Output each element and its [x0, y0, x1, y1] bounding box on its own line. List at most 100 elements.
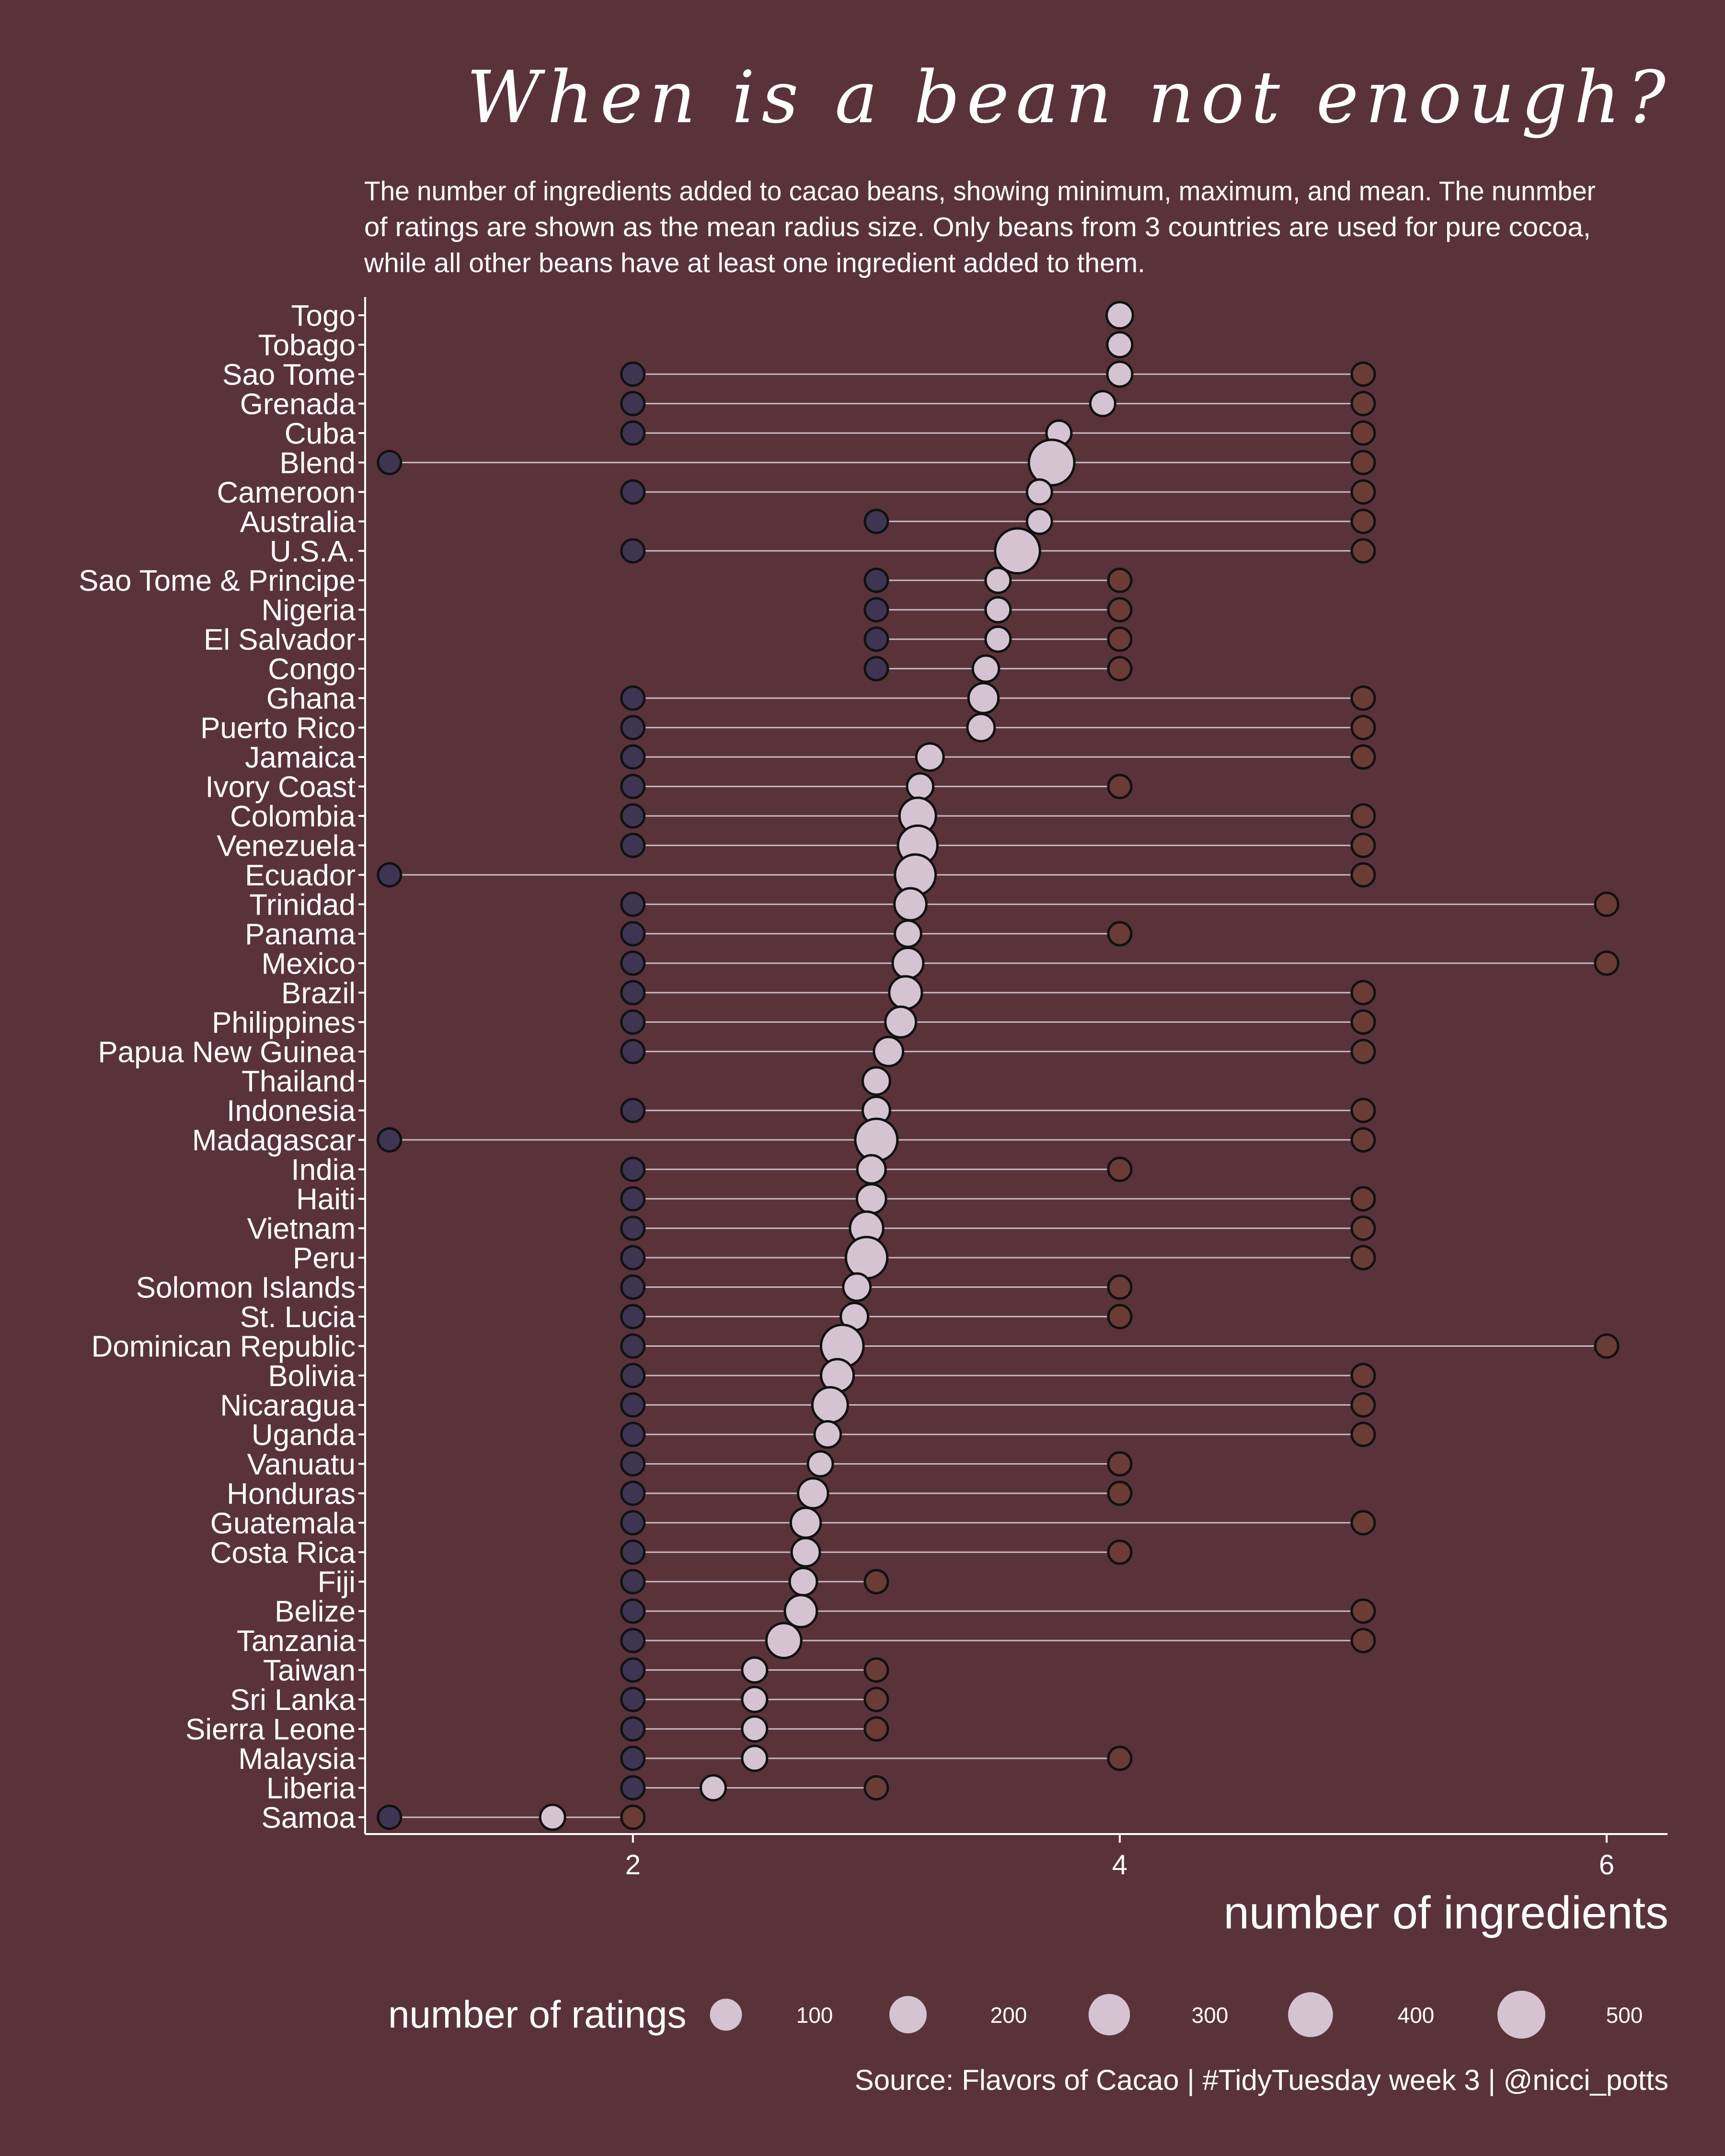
- max-point-blend: [1350, 449, 1376, 475]
- max-point-fiji: [863, 1569, 889, 1594]
- min-point-st-lucia: [620, 1304, 646, 1330]
- min-point-blend: [377, 449, 402, 475]
- country-label-belize: Belize: [275, 1595, 356, 1628]
- mean-point-sao-tome-principe: [984, 566, 1012, 594]
- max-point-sierra-leone: [863, 1716, 889, 1742]
- size-legend-key-500: [1497, 1991, 1545, 2039]
- country-label-taiwan: Taiwan: [263, 1654, 356, 1687]
- min-point-cameroon: [620, 479, 646, 505]
- country-label-papua-new-guinea: Papua New Guinea: [98, 1036, 356, 1069]
- country-label-tanzania: Tanzania: [237, 1625, 356, 1658]
- max-point-venezuela: [1350, 832, 1376, 858]
- max-point-indonesia: [1350, 1098, 1376, 1124]
- min-point-taiwan: [620, 1657, 646, 1683]
- size-legend: number of ratings 100 200 300 400 500: [388, 1991, 1643, 2039]
- max-point-australia: [1350, 508, 1376, 534]
- country-label-vietnam: Vietnam: [247, 1213, 356, 1246]
- mean-point-puerto-rico: [966, 712, 996, 743]
- mean-point-honduras: [797, 1477, 829, 1510]
- min-point-solomon-islands: [620, 1274, 646, 1300]
- max-point-india: [1107, 1157, 1133, 1182]
- country-label-ivory-coast: Ivory Coast: [205, 771, 356, 804]
- max-point-cuba: [1350, 420, 1376, 446]
- mean-point-nigeria: [984, 596, 1012, 624]
- country-label-samoa: Samoa: [262, 1801, 356, 1835]
- subtitle-line-2: of ratings are shown as the mean radius …: [364, 212, 1591, 242]
- mean-point-el-salvador: [984, 625, 1012, 653]
- min-point-fiji: [620, 1569, 646, 1594]
- min-point-ivory-coast: [620, 774, 646, 800]
- mean-point-sri-lanka: [741, 1686, 769, 1713]
- min-point-u-s-a: [620, 538, 646, 564]
- min-point-ghana: [620, 685, 646, 711]
- max-point-uganda: [1350, 1422, 1376, 1447]
- max-point-ecuador: [1350, 862, 1376, 888]
- max-point-malaysia: [1107, 1745, 1133, 1771]
- max-point-panama: [1107, 921, 1133, 947]
- min-point-nigeria: [863, 597, 889, 623]
- country-label-costa-rica: Costa Rica: [210, 1537, 356, 1570]
- max-point-trinidad: [1594, 891, 1620, 917]
- mean-point-peru: [844, 1236, 889, 1280]
- country-label-puerto-rico: Puerto Rico: [200, 712, 356, 745]
- country-label-jamaica: Jamaica: [245, 741, 356, 774]
- min-point-malaysia: [620, 1745, 646, 1771]
- country-label-ecuador: Ecuador: [245, 859, 356, 892]
- mean-point-malaysia: [741, 1744, 769, 1772]
- min-point-panama: [620, 921, 646, 947]
- country-label-guatemala: Guatemala: [210, 1507, 356, 1540]
- country-label-cameroon: Cameroon: [217, 476, 356, 509]
- mean-point-grenada: [1089, 390, 1116, 417]
- min-point-el-salvador: [863, 626, 889, 652]
- min-point-uganda: [620, 1422, 646, 1447]
- country-label-australia: Australia: [240, 505, 356, 539]
- min-point-grenada: [620, 390, 646, 416]
- max-point-sao-tome: [1350, 361, 1376, 387]
- x-axis: 2 4 6: [625, 1834, 1614, 1881]
- mean-point-sao-tome: [1106, 360, 1134, 388]
- x-tick-label-6: 6: [1599, 1849, 1614, 1881]
- max-point-nigeria: [1107, 597, 1133, 623]
- min-point-tanzania: [620, 1628, 646, 1653]
- max-point-st-lucia: [1107, 1304, 1133, 1330]
- max-point-colombia: [1350, 803, 1376, 829]
- min-point-vanuatu: [620, 1451, 646, 1477]
- max-point-vietnam: [1350, 1216, 1376, 1241]
- country-label-thailand: Thailand: [242, 1065, 356, 1098]
- min-point-peru: [620, 1245, 646, 1271]
- country-label-st-lucia: St. Lucia: [240, 1301, 356, 1334]
- country-label-colombia: Colombia: [230, 800, 356, 833]
- mean-point-australia: [1025, 507, 1053, 535]
- mean-point-togo: [1105, 301, 1134, 330]
- min-point-australia: [863, 508, 889, 534]
- size-legend-key-200: [889, 1996, 927, 2033]
- size-legend-label-100: 100: [796, 2003, 833, 2028]
- max-point-sao-tome-principe: [1107, 567, 1133, 593]
- plot-area: [377, 301, 1620, 1831]
- min-point-jamaica: [620, 744, 646, 770]
- min-point-samoa: [377, 1804, 402, 1830]
- size-legend-label-500: 500: [1606, 2003, 1643, 2028]
- x-axis-title: number of ingredients: [1223, 1887, 1668, 1938]
- size-legend-key-100: [710, 1998, 742, 2031]
- min-point-philippines: [620, 1009, 646, 1035]
- min-point-sao-tome: [620, 361, 646, 387]
- min-point-cuba: [620, 420, 646, 446]
- country-label-indonesia: Indonesia: [227, 1095, 356, 1128]
- max-point-sri-lanka: [863, 1686, 889, 1712]
- size-legend-label-200: 200: [990, 2003, 1027, 2028]
- mean-point-tobago: [1106, 331, 1134, 358]
- mean-point-cameroon: [1025, 478, 1053, 506]
- country-label-malaysia: Malaysia: [238, 1743, 356, 1776]
- mean-point-liberia: [699, 1774, 727, 1802]
- min-point-mexico: [620, 950, 646, 976]
- min-point-indonesia: [620, 1098, 646, 1124]
- mean-point-vanuatu: [806, 1450, 834, 1478]
- max-point-honduras: [1107, 1480, 1133, 1506]
- min-point-sri-lanka: [620, 1686, 646, 1712]
- min-point-guatemala: [620, 1510, 646, 1536]
- mean-point-ghana: [967, 682, 1000, 714]
- size-legend-title: number of ratings: [388, 1993, 687, 2036]
- min-point-venezuela: [620, 832, 646, 858]
- mean-point-ivory-coast: [906, 772, 935, 801]
